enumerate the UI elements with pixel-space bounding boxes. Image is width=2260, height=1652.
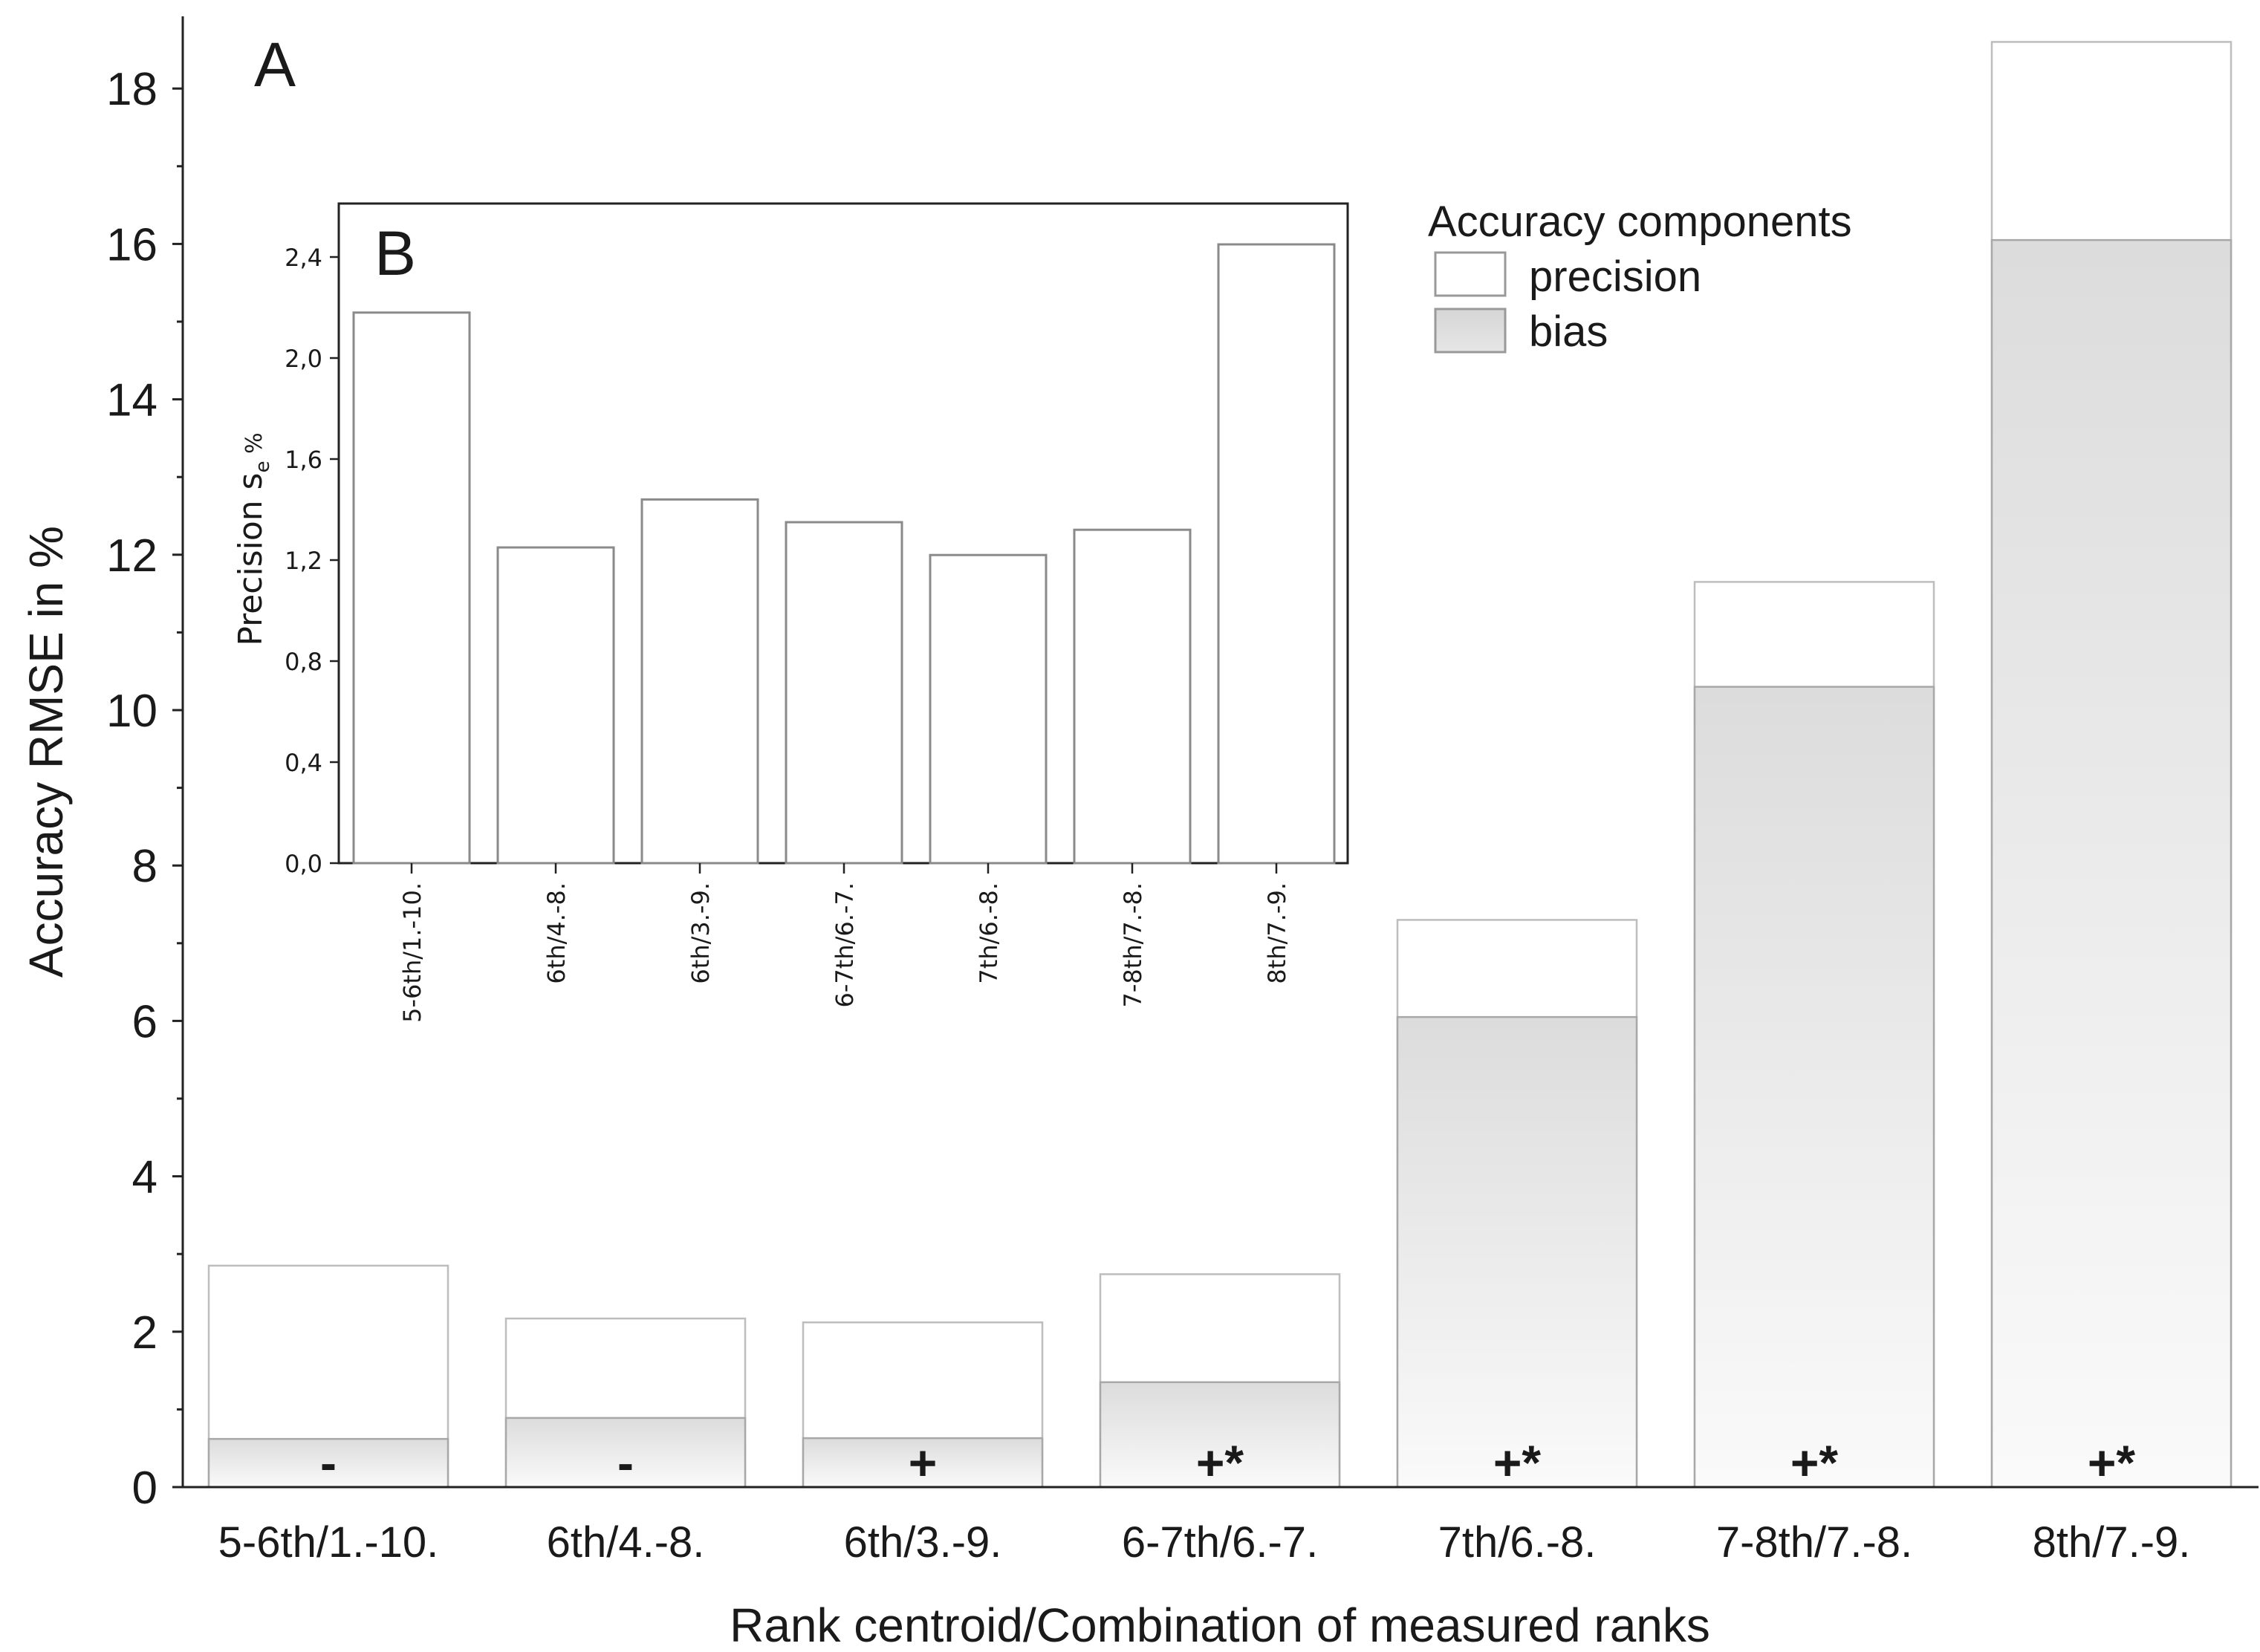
inset-bar [496,546,615,865]
inset-y-tick-label: 0,8 [285,648,322,676]
main-y-ticks: 0 2 4 6 8 10 12 14 16 18 [106,64,183,1514]
main-y-tick-label: 8 [132,841,158,892]
main-x-ticks: 5-6th/1.-10. 6th/4.-8. 6th/3.-9. 6-7th/6.-7… [218,1518,2191,1567]
legend: Accuracy components precision bias [1428,198,1852,356]
legend-title: Accuracy components [1428,198,1852,246]
main-x-tick-label: 7-8th/7.-8. [1716,1518,1912,1567]
bias-sign: - [320,1435,337,1490]
legend-entry-bias: bias [1529,308,1608,356]
bias-sign: +* [1790,1435,1839,1490]
inset-y-tick-label: 1,6 [285,446,322,474]
inset-x-tick-label: 8th/7.-9. [1263,882,1291,984]
bias-sign: +* [1493,1435,1542,1490]
bias-signs: - - + +* +* +* +* [320,1435,2135,1490]
inset-y-ticks: 0,0 0,4 0,8 1,2 1,6 2,0 2,4 [285,244,339,878]
legend-swatch-bias [1434,308,1507,354]
main-x-tick-label: 7th/6.-8. [1438,1518,1597,1567]
main-y-tick-label: 4 [132,1152,158,1203]
main-y-axis-label: Accuracy RMSE in % [19,526,73,978]
panel-a-label: A [254,30,296,100]
inset-y-axis-label: Precision se % [232,432,274,645]
legend-entry-precision: precision [1529,253,1701,301]
bias-bar [1396,1015,1638,1489]
main-y-tick-label: 6 [132,996,158,1047]
bias-bar [504,1417,747,1489]
inset-bar [640,498,759,865]
inset-y-tick-label: 0,0 [285,850,322,878]
inset-bar [1073,528,1192,865]
inset-bar [929,553,1048,865]
bias-sign: +* [2088,1435,2136,1490]
main-x-tick-label: 8th/7.-9. [2033,1518,2191,1567]
main-y-tick-label: 0 [132,1463,158,1514]
inset-x-tick-label: 6-7th/6.-7. [831,882,859,1007]
main-y-tick-label: 2 [132,1307,158,1359]
main-y-tick-label: 14 [106,375,158,426]
main-x-tick-label: 6th/4.-8. [547,1518,705,1567]
bias-bar [802,1437,1044,1489]
bias-bar [1990,238,2233,1489]
inset-y-tick-label: 1,2 [285,547,322,575]
bias-sign: - [617,1435,634,1490]
main-chart: - - + +* +* +* +* 0 2 4 6 8 10 12 14 16 18 5-6th/1.-10.… [19,16,2259,1652]
bias-sign: +* [1196,1435,1244,1490]
inset-x-tick-label: 7-8th/7.-8. [1119,882,1147,1007]
bias-bar [207,1437,449,1489]
inset-bar [1217,243,1336,865]
panel-b-label: B [374,218,416,288]
main-y-tick-label: 16 [106,219,158,270]
inset-x-tick-label: 5-6th/1.-10. [398,882,426,1023]
main-x-tick-label: 6-7th/6.-7. [1122,1518,1318,1567]
inset-bar [352,311,471,865]
main-x-tick-label: 5-6th/1.-10. [218,1518,439,1567]
main-bars [207,41,2233,1489]
inset-bars [352,243,1336,865]
inset-x-tick-label: 7th/6.-8. [975,882,1003,984]
bias-bar [1099,1381,1341,1489]
bias-sign: + [909,1435,938,1490]
main-y-tick-label: 12 [106,530,158,582]
inset-bar [785,521,903,865]
inset-y-tick-label: 2,0 [285,345,322,373]
main-x-axis-label: Rank centroid/Combination of measured ra… [730,1599,1710,1652]
legend-swatch-precision [1434,251,1507,297]
inset-y-tick-label: 2,4 [285,244,322,272]
inset-chart: 0,0 0,4 0,8 1,2 1,6 2,0 2,4 5-6th/1.-10. 6th/4.… [232,202,1349,1023]
inset-x-ticks: 5-6th/1.-10. 6th/4.-8. 6th/3.-9. 6-7th/6.-7… [398,863,1291,1023]
bias-bar [1693,686,1935,1489]
main-y-tick-label: 10 [106,686,158,737]
main-x-tick-label: 6th/3.-9. [844,1518,1002,1567]
inset-y-tick-label: 0,4 [285,749,322,777]
main-y-tick-label: 18 [106,64,158,115]
inset-x-tick-label: 6th/4.-8. [542,882,571,984]
inset-x-tick-label: 6th/3.-9. [686,882,715,984]
